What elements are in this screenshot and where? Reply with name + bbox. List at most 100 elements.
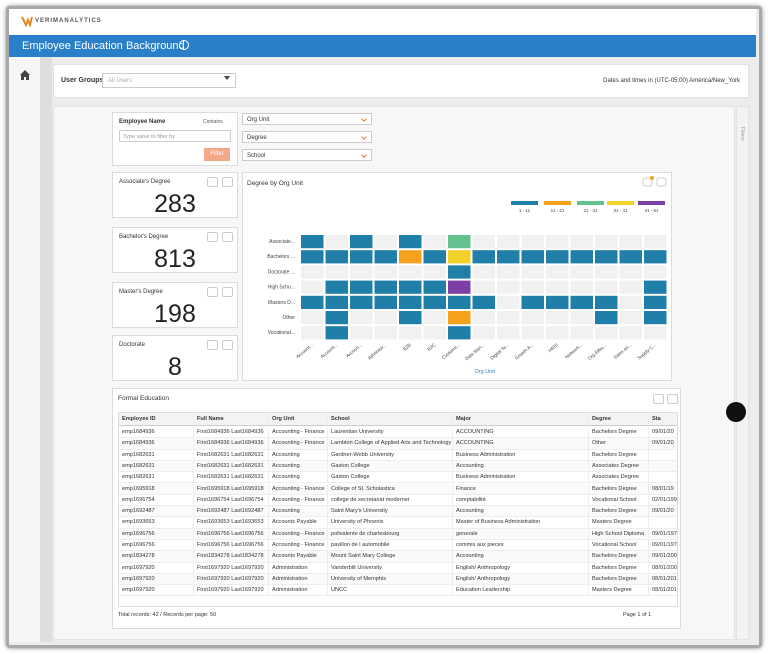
heatmap-cell-bg [595,235,618,249]
table-cell: pavillon de l automobile [328,540,453,552]
dropdown[interactable]: Degree [242,131,372,143]
table-cell: comptabilité [453,494,589,507]
heatmap-cell-bg [497,265,520,279]
table-cell: Accounting [453,551,589,563]
table-cell: emp1697920 [119,585,194,597]
dropdown[interactable]: School [242,149,372,161]
column-label: Data Man... [464,342,485,361]
table-cell: College of St. Scholastica [328,483,453,495]
heatmap-cell [325,326,348,340]
column-header[interactable]: Employee ID [119,413,194,426]
heatmap-cell [423,280,446,294]
table-cell: 09/01/197 [649,540,677,552]
heatmap-cell-bg [301,311,324,325]
table-cell: University of Memphis [328,573,453,586]
heatmap-cell-bg [497,311,520,325]
table-cell [649,460,677,473]
table-cell: Accounting - Finance [269,540,328,552]
user-groups-select[interactable]: All Users [102,73,236,88]
table-cell: University of Phoenix [328,517,453,529]
table-cell: emp1695918 [119,483,194,495]
table-cell: Bachelors Degree [589,573,649,586]
column-header[interactable]: Full Name [194,413,269,426]
kpi-value: 283 [154,190,196,218]
heatmap-cell [325,250,348,264]
kpi-menu-icon[interactable] [222,287,233,297]
kpi-filter-icon[interactable] [207,340,218,350]
heatmap-cell [374,295,397,309]
row-label: Other [282,315,295,321]
more-button[interactable] [726,402,746,422]
heatmap-cell-bg [570,326,593,340]
table-cell: Accounting - Finance [269,528,328,540]
table-cell: 09/01/20 [649,506,677,518]
table-menu-icon[interactable] [667,394,678,404]
table-cell: 08/01/19 [649,483,677,495]
heatmap-cell [644,295,667,309]
heatmap-cell-bg [521,265,544,279]
kpi-filter-icon[interactable] [207,287,218,297]
notification-dot [650,176,654,180]
table-cell: emp1692487 [119,506,194,518]
filter-input[interactable]: Type value to filter by [119,130,231,142]
heatmap-cell [374,280,397,294]
table-cell [649,449,677,461]
heatmap-cell-bg [497,295,520,309]
heatmap-cell-bg [570,235,593,249]
heatmap-cell-bg [595,326,618,340]
dropdown[interactable]: Org Unit [242,113,372,125]
filter-operator[interactable]: Contains [203,119,223,125]
table-cell: First1682631 Last1682631 [194,449,269,461]
column-label: Digital Te... [489,342,510,360]
kpi-label: Bachelor's Degree [119,234,169,240]
column-label: Custome... [441,342,461,360]
legend-swatch [511,201,538,205]
filter-button[interactable]: Filter [204,148,230,161]
column-header[interactable]: Sta [649,413,677,426]
heatmap-cell [301,235,324,249]
table-cell: First1697920 Last1697920 [194,573,269,586]
heatmap-cell-bg [570,311,593,325]
filters-panel[interactable]: Filters [736,106,749,640]
heatmap-cell [448,280,471,294]
column-header[interactable]: Major [453,413,589,426]
table-cell: emp1696756 [119,528,194,540]
heatmap-cell-bg [350,326,373,340]
heatmap-cell [399,311,422,325]
filter-label: Employee Name [119,119,166,125]
kpi-menu-icon[interactable] [222,177,233,187]
table-cell: Bachelors Degree [589,483,649,495]
heatmap-cell-bg [619,280,642,294]
heatmap-cell-bg [546,311,569,325]
title-menu-button[interactable] [179,40,189,50]
table-cell: ACCOUNTING [453,438,589,450]
column-header[interactable]: Degree [589,413,649,426]
table-cell: First1693653 Last1693653 [194,517,269,529]
heatmap-cell-bg [546,235,569,249]
table-cell: Associates Degree [589,472,649,484]
kpi-filter-icon[interactable] [207,177,218,187]
legend-swatch [607,201,634,205]
heatmap-cell-bg [423,311,446,325]
kpi-filter-icon[interactable] [207,232,218,242]
kpi-menu-icon[interactable] [222,232,233,242]
table-cell: Saint Mary's University [328,506,453,518]
table-cell: 09/01/200 [649,551,677,563]
heatmap-cell [448,250,471,264]
table-cell: Vanderbilt University [328,562,453,574]
heatmap-cell [619,250,642,264]
kpi-menu-icon[interactable] [222,340,233,350]
home-icon[interactable] [19,69,31,81]
table-cell: emp1682631 [119,460,194,473]
heatmap-cell [521,295,544,309]
column-header[interactable]: School [328,413,453,426]
table-filter-icon[interactable] [653,394,664,404]
table-cell: Accounting [269,460,328,473]
table-cell: Business Administration [453,472,589,484]
column-header[interactable]: Org Unit [269,413,328,426]
table-cell: UNCC [328,585,453,597]
kpi-card: Doctorate 8 [112,335,238,381]
kpi-value: 8 [168,353,182,381]
table-cell: emp1684936 [119,427,194,439]
